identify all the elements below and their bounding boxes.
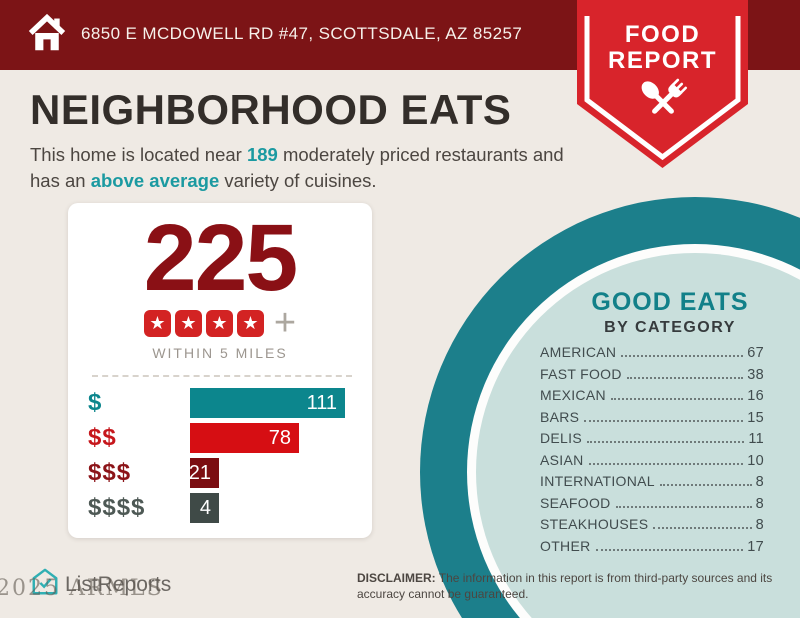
property-address: 6850 E MCDOWELL RD #47, SCOTTSDALE, AZ 8… <box>81 24 523 43</box>
watermark: 2025 ARMLS <box>0 576 164 601</box>
category-name: AMERICAN <box>540 344 617 360</box>
category-name: ASIAN <box>540 451 584 468</box>
page-title: NEIGHBORHOOD EATS <box>30 86 512 133</box>
bar-row: $$ 78 <box>88 423 372 453</box>
bar-row: $$$ 21 <box>88 458 372 488</box>
bar: 78 <box>190 423 299 453</box>
dotted-leader <box>621 355 744 357</box>
category-count: 11 <box>748 431 764 447</box>
dotted-leader <box>595 548 744 551</box>
good-eats-header: GOOD EATS BY CATEGORY <box>520 288 800 337</box>
category-name: INTERNATIONAL <box>540 473 655 489</box>
category-count: 16 <box>747 388 764 404</box>
home-icon <box>27 13 67 57</box>
star-icon: ★ <box>174 309 202 337</box>
category-count: 67 <box>747 345 764 361</box>
category-count: 38 <box>747 366 764 383</box>
category-count: 8 <box>755 474 764 490</box>
listreports-logo-icon <box>30 567 60 602</box>
category-row: AMERICAN 67 <box>540 344 764 366</box>
radius-label: WITHIN 5 MILES <box>152 345 288 361</box>
star-rating: ★ ★ ★ ★ + <box>68 302 372 344</box>
price-tier-label: $$ <box>88 424 117 451</box>
price-tier-label: $ <box>88 389 103 416</box>
price-tier-bar-chart: $111 $$ 78 $$$ 21 $$$$ 4 <box>68 388 372 523</box>
star-icon: ★ <box>205 309 233 337</box>
star-icon: ★ <box>143 309 171 337</box>
bar: 111 <box>190 388 345 418</box>
category-name: MEXICAN <box>540 387 606 403</box>
listreports-logo: ListReports <box>30 567 171 602</box>
category-list: AMERICAN 67 FAST FOOD 38 MEXICAN 16 BARS 15 DELI… <box>540 344 764 559</box>
bar-value: 78 <box>268 426 291 449</box>
category-name: SEAFOOD <box>540 494 611 511</box>
category-row: BARS 15 <box>540 409 764 431</box>
bar-value: 21 <box>188 461 211 484</box>
good-eats-subtitle: BY CATEGORY <box>604 319 736 336</box>
bar-value: 4 <box>199 496 211 519</box>
category-row: STEAKHOUSES 8 <box>540 516 764 538</box>
bar-row: $$$$ 4 <box>88 493 372 523</box>
category-count: 10 <box>747 452 764 469</box>
star-icon: ★ <box>236 309 264 337</box>
category-count: 8 <box>755 495 764 512</box>
good-eats-title: GOOD EATS <box>591 288 749 316</box>
dotted-leader <box>615 505 752 508</box>
category-row: INTERNATIONAL 8 <box>540 473 764 495</box>
spoon-fork-icon <box>636 74 690 133</box>
restaurant-count-highlight: 189 <box>246 144 278 165</box>
bar: 4 <box>190 493 219 523</box>
category-row: OTHER 17 <box>540 538 764 560</box>
category-row: ASIAN 10 <box>540 452 764 474</box>
category-name: FAST FOOD <box>540 365 622 382</box>
category-name: STEAKHOUSES <box>540 516 649 532</box>
dotted-leader <box>586 441 745 443</box>
category-count: 15 <box>747 409 764 426</box>
category-row: MEXICAN 16 <box>540 387 764 409</box>
dotted-leader <box>659 484 752 486</box>
variety-highlight: above average <box>90 170 220 191</box>
category-row: FAST FOOD 38 <box>540 366 764 388</box>
dotted-leader <box>588 462 744 465</box>
dotted-leader <box>626 376 744 379</box>
category-count: 8 <box>755 517 764 533</box>
intro-description: This home is located near 189 moderately… <box>30 144 564 191</box>
listreports-logo-text: ListReports <box>65 572 172 596</box>
disclaimer: DISCLAIMER: The information in this repo… <box>357 571 773 601</box>
total-restaurants: 225 <box>143 205 299 311</box>
dashed-divider <box>92 375 352 377</box>
category-row: DELIS 11 <box>540 430 764 452</box>
bar: 21 <box>188 458 219 488</box>
category-name: OTHER <box>540 537 591 554</box>
food-report-badge: FOOD REPORT <box>577 0 748 168</box>
category-name: DELIS <box>540 430 582 446</box>
category-row: SEAFOOD 8 <box>540 495 764 517</box>
bar-row: $111 <box>88 388 372 418</box>
category-name: BARS <box>540 408 580 425</box>
price-tier-label: $$$ <box>88 459 132 486</box>
badge-title: FOOD REPORT <box>607 21 717 74</box>
plus-sign: + <box>273 302 297 344</box>
dotted-leader <box>584 419 744 422</box>
intro-section: NEIGHBORHOOD EATS This home is located n… <box>30 86 564 194</box>
dotted-leader <box>653 527 752 529</box>
bar-value: 111 <box>306 391 337 414</box>
dotted-leader <box>610 398 744 400</box>
price-tier-label: $$$$ <box>88 494 146 521</box>
category-count: 17 <box>747 538 764 555</box>
restaurant-summary-card: 225 ★ ★ ★ ★ + WITHIN 5 MILES $111 $$ 78 $$$ 21 $$… <box>68 203 372 538</box>
